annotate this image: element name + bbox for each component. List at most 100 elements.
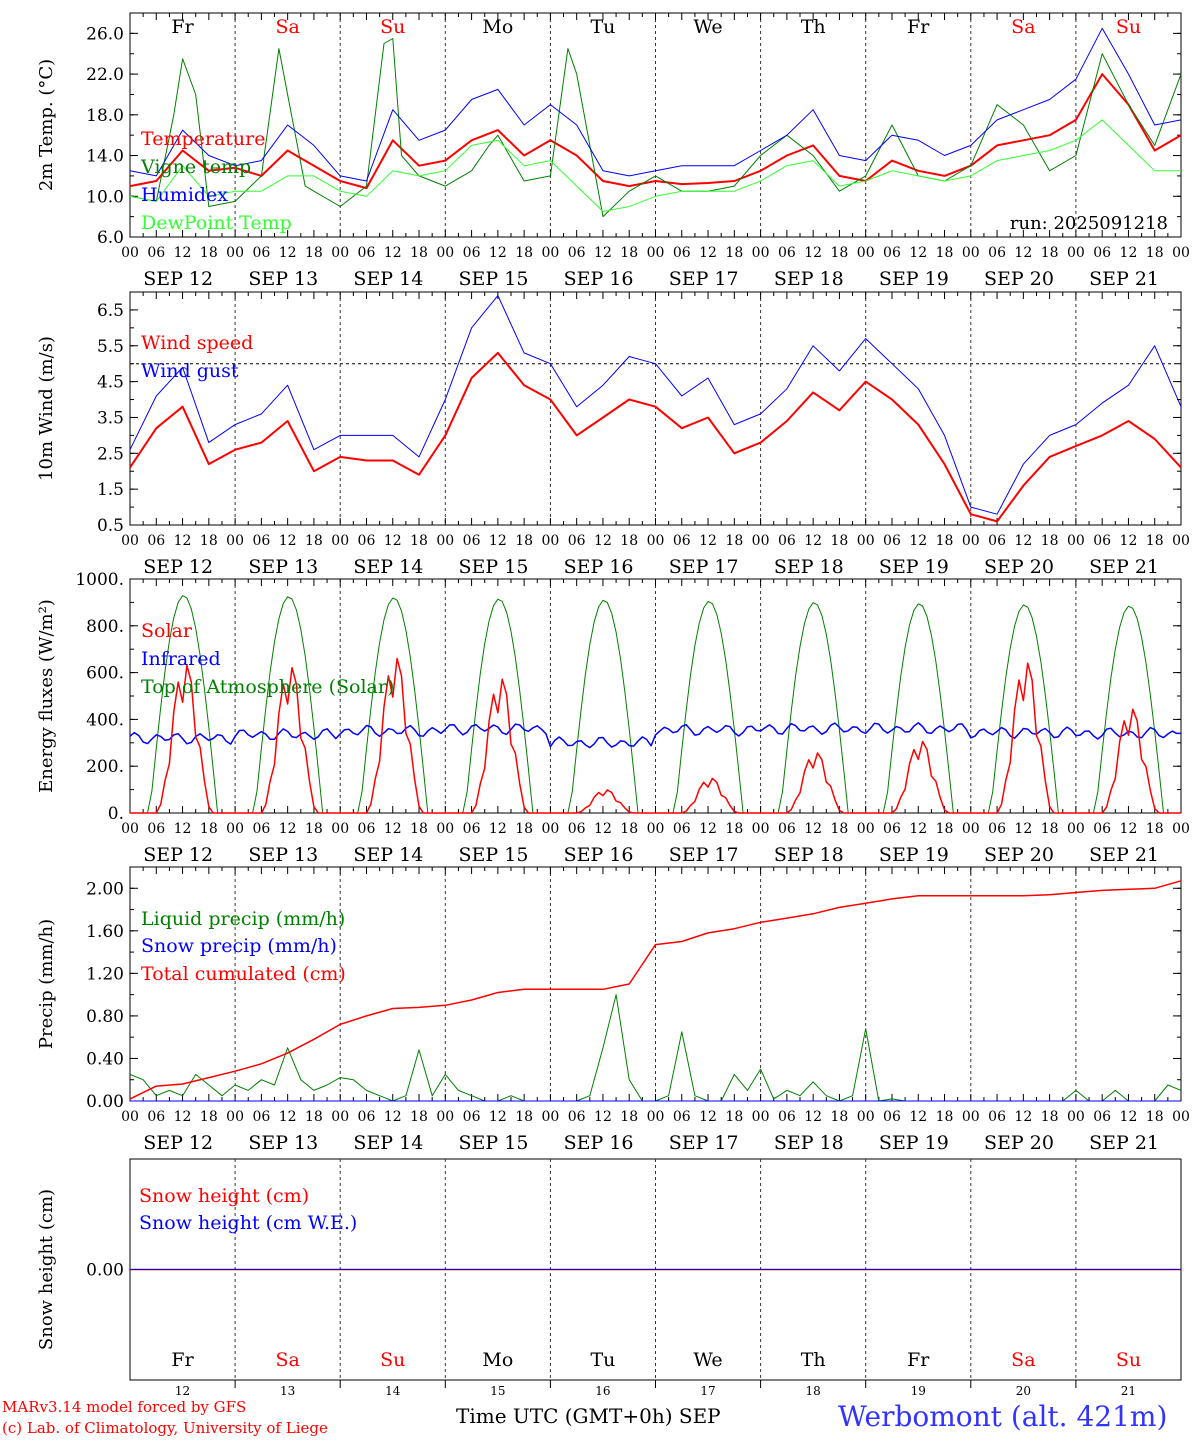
x-date-label: SEP 15 <box>459 844 529 866</box>
x-hour-label: 00 <box>752 1109 770 1125</box>
x-hour-label: 00 <box>647 245 665 261</box>
y-tick-label: 200. <box>86 757 124 777</box>
x-hour-label: 12 <box>384 1109 402 1125</box>
legend-entry: Snow height (cm) <box>139 1185 309 1207</box>
x-date-label: SEP 20 <box>984 268 1054 290</box>
y-tick-label: 5.5 <box>97 337 124 357</box>
x-hour-label: 06 <box>673 245 691 261</box>
day-label: Mo <box>482 16 513 38</box>
y-tick-label: 0.5 <box>97 516 124 536</box>
x-hour-label: 12 <box>594 1109 612 1125</box>
x-hour-label: 06 <box>463 533 481 549</box>
x-hour-label: 12 <box>384 533 402 549</box>
x-hour-label: 00 <box>1067 245 1085 261</box>
x-hour-label: 00 <box>647 821 665 837</box>
x-hour-label: 18 <box>200 533 218 549</box>
x-date-label: SEP 21 <box>1089 844 1159 866</box>
x-hour-label: 00 <box>121 1109 139 1125</box>
x-date-label: SEP 21 <box>1089 268 1159 290</box>
x-date-label: SEP 14 <box>353 844 423 866</box>
day-label: Th <box>801 1349 826 1371</box>
x-hour-label: 18 <box>1041 245 1059 261</box>
y-tick-label: 3.5 <box>97 408 124 428</box>
x-date-label: SEP 12 <box>143 1132 213 1154</box>
x-hour-label: 06 <box>358 245 376 261</box>
x-hour-label: 00 <box>752 245 770 261</box>
legend-entry: Vigne temp <box>140 156 251 178</box>
x-hour-label: 12 <box>489 1109 507 1125</box>
x-hour-label: 12 <box>384 245 402 261</box>
x-hour-label: 18 <box>620 1109 638 1125</box>
y-tick-label: 6.0 <box>97 228 124 248</box>
legend-entry: DewPoint Temp <box>141 212 292 234</box>
y-axis-label: 2m Temp. (°C) <box>36 59 57 191</box>
x-hour-label: 06 <box>358 821 376 837</box>
x-hour-label: 06 <box>988 245 1006 261</box>
x-date-label: SEP 16 <box>564 1132 634 1154</box>
x-hour-label: 06 <box>568 245 586 261</box>
y-tick-label: 2.00 <box>86 879 124 899</box>
day-number: 13 <box>280 1384 295 1398</box>
x-date-label: SEP 20 <box>984 1132 1054 1154</box>
x-hour-label: 18 <box>620 245 638 261</box>
legend-entry: Liquid precip (mm/h) <box>141 908 345 930</box>
x-hour-label: 00 <box>121 245 139 261</box>
day-label: Mo <box>482 1349 513 1371</box>
legend-entry: Wind gust <box>141 360 239 382</box>
x-hour-label: 00 <box>226 1109 244 1125</box>
y-tick-label: 0.00 <box>86 1092 124 1112</box>
x-hour-label: 06 <box>1093 533 1111 549</box>
x-hour-label: 00 <box>331 1109 349 1125</box>
x-hour-label: 00 <box>857 533 875 549</box>
y-axis-label: Precip (mm/h) <box>36 919 57 1049</box>
x-hour-label: 12 <box>489 821 507 837</box>
x-hour-label: 18 <box>725 533 743 549</box>
x-hour-label: 18 <box>936 821 954 837</box>
y-tick-label: 14.0 <box>86 147 124 167</box>
x-hour-label: 12 <box>699 1109 717 1125</box>
series-0-3-line <box>129 119 1181 212</box>
x-hour-label: 12 <box>1120 1109 1138 1125</box>
x-hour-label: 18 <box>515 1109 533 1125</box>
day-number: 15 <box>490 1384 505 1398</box>
x-hour-label: 18 <box>200 245 218 261</box>
x-hour-label: 12 <box>174 245 192 261</box>
day-label: Sa <box>1011 16 1035 38</box>
day-label: Sa <box>275 1349 299 1371</box>
x-date-label: SEP 12 <box>143 268 213 290</box>
x-hour-label: 00 <box>121 533 139 549</box>
legend-entry: Temperature <box>141 128 265 150</box>
x-hour-label: 00 <box>647 533 665 549</box>
x-hour-label: 12 <box>279 821 297 837</box>
x-hour-label: 00 <box>331 533 349 549</box>
x-hour-label: 12 <box>1014 245 1032 261</box>
y-tick-label: 1000. <box>75 570 124 590</box>
x-hour-label: 12 <box>384 821 402 837</box>
x-hour-label: 18 <box>410 1109 428 1125</box>
lab-credit: (c) Lab. of Climatology, University of L… <box>2 1419 328 1437</box>
x-hour-label: 18 <box>831 821 849 837</box>
x-date-label: SEP 16 <box>564 556 634 578</box>
x-hour-label: 06 <box>463 245 481 261</box>
x-hour-label: 18 <box>305 533 323 549</box>
x-date-label: SEP 18 <box>774 844 844 866</box>
x-hour-label: 12 <box>1120 245 1138 261</box>
x-hour-label: 18 <box>410 245 428 261</box>
x-hour-label: 06 <box>988 1109 1006 1125</box>
x-hour-label: 06 <box>1093 821 1111 837</box>
x-hour-label: 18 <box>725 821 743 837</box>
x-hour-label: 06 <box>988 821 1006 837</box>
series-0-0-line <box>129 73 1182 190</box>
x-date-label: SEP 15 <box>459 556 529 578</box>
x-date-label: SEP 17 <box>669 556 739 578</box>
x-date-label: SEP 14 <box>353 1132 423 1154</box>
x-date-label: SEP 17 <box>669 268 739 290</box>
x-hour-label: 18 <box>200 821 218 837</box>
x-date-label: SEP 12 <box>143 844 213 866</box>
day-number: 12 <box>175 1384 190 1398</box>
x-hour-label: 00 <box>436 245 454 261</box>
time-axis-title: Time UTC (GMT+0h) SEP <box>456 1404 721 1428</box>
day-label: Su <box>380 16 405 38</box>
series-0-1-line <box>129 38 1182 218</box>
day-label: We <box>693 16 722 38</box>
